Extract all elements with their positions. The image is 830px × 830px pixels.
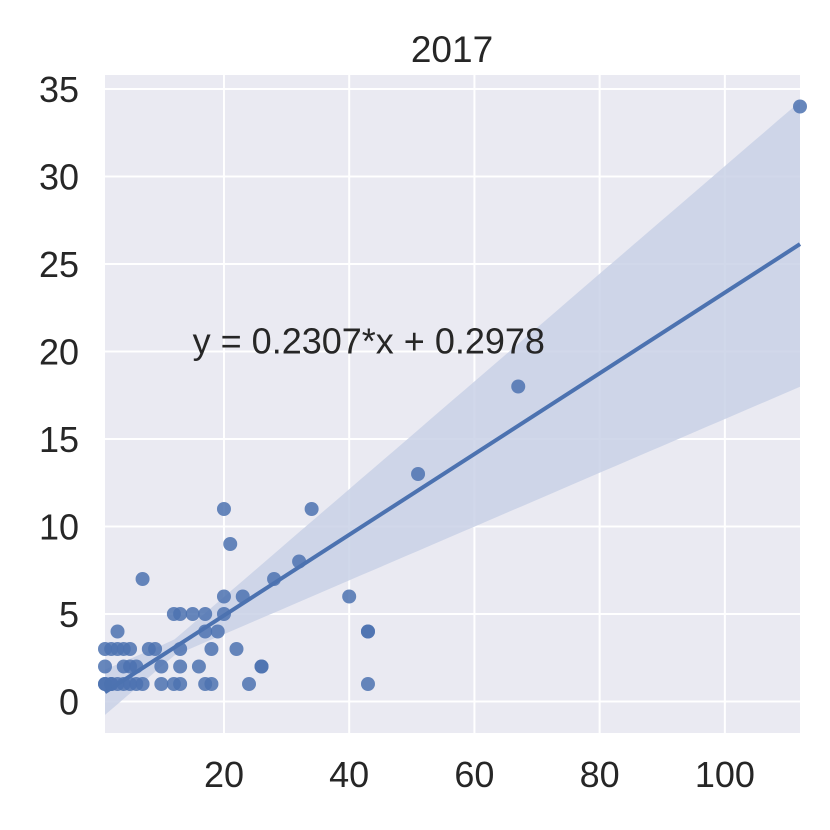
y-tick-label-0: 0: [59, 682, 79, 723]
data-point-33: [198, 624, 213, 639]
data-point-22: [154, 677, 169, 691]
data-point-50: [342, 589, 357, 604]
data-point-27: [173, 659, 188, 674]
data-point-53: [360, 624, 375, 639]
x-tick-label-2: 60: [454, 754, 494, 795]
data-point-42: [229, 642, 244, 656]
data-point-48: [292, 554, 307, 569]
data-point-38: [216, 607, 231, 621]
data-point-51: [360, 677, 375, 691]
data-point-41: [223, 537, 238, 551]
data-point-46: [254, 659, 269, 674]
y-tick-labels: 0 5 10 15 20 25 30 35: [39, 69, 79, 723]
data-point-54: [411, 467, 426, 481]
data-point-31: [191, 659, 206, 674]
data-point-26: [173, 677, 188, 691]
data-point-15: [123, 642, 138, 656]
y-tick-label-5: 25: [39, 244, 79, 285]
regression-equation-label: y = 0.2307*x + 0.2978: [193, 321, 545, 362]
data-point-21: [148, 642, 163, 656]
data-point-30: [185, 607, 200, 621]
y-tick-label-7: 35: [39, 69, 79, 110]
y-tick-label-2: 10: [39, 507, 79, 548]
x-tick-labels: 20 40 60 80 100: [204, 754, 755, 795]
data-points: [98, 99, 807, 691]
x-tick-label-1: 40: [329, 754, 369, 795]
data-point-29: [173, 607, 188, 621]
data-point-23: [154, 659, 169, 674]
data-point-18: [135, 677, 150, 691]
data-point-36: [204, 642, 219, 656]
data-point-28: [173, 642, 188, 656]
data-point-44: [242, 677, 257, 691]
data-point-37: [210, 624, 225, 639]
data-point-43: [235, 589, 250, 604]
data-point-19: [135, 572, 150, 586]
y-tick-label-1: 5: [59, 594, 79, 635]
data-point-55: [511, 379, 526, 394]
data-point-47: [267, 572, 282, 586]
y-tick-label-3: 15: [39, 419, 79, 460]
chart-title: 2017: [411, 29, 493, 70]
data-point-17: [129, 659, 144, 674]
y-tick-label-6: 30: [39, 157, 79, 198]
data-point-40: [216, 502, 231, 516]
confidence-band: [105, 101, 800, 715]
data-point-56: [793, 99, 807, 114]
x-tick-label-0: 20: [204, 754, 244, 795]
data-point-9: [110, 624, 125, 639]
data-point-2: [98, 659, 112, 674]
x-tick-label-3: 80: [580, 754, 620, 795]
data-point-49: [304, 502, 319, 516]
data-point-34: [198, 607, 213, 621]
y-tick-label-4: 20: [39, 332, 79, 373]
x-tick-label-4: 100: [695, 754, 755, 795]
data-point-39: [216, 589, 231, 604]
data-point-35: [204, 677, 219, 691]
